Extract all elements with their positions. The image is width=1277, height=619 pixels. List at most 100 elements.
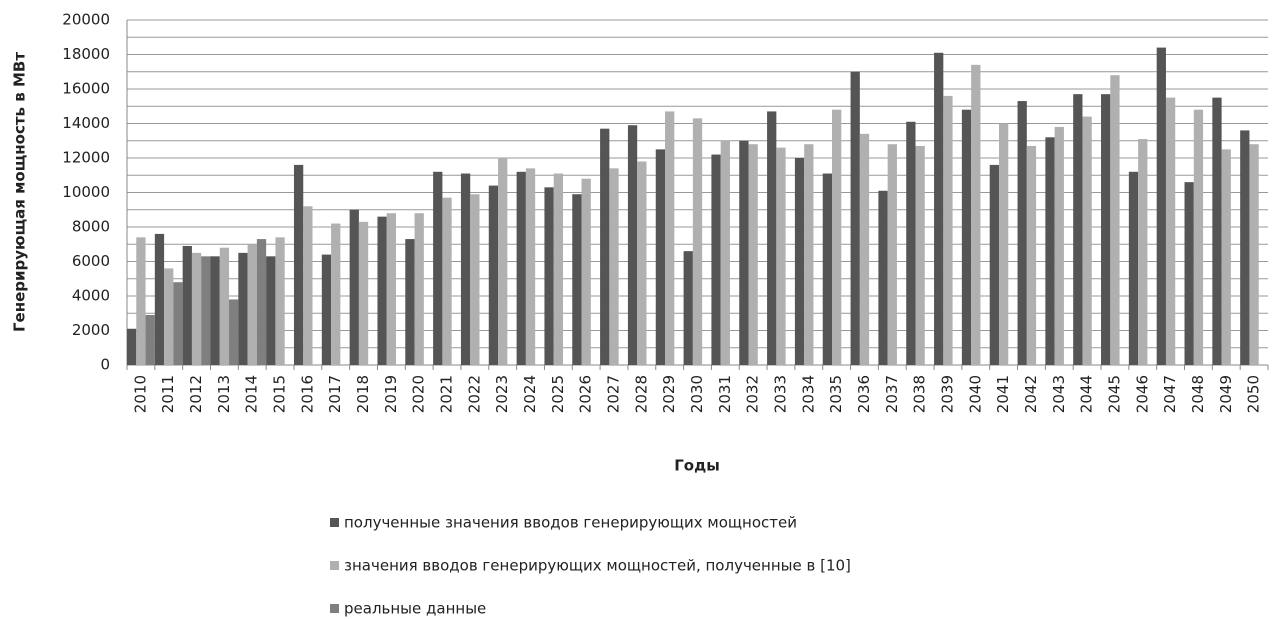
- x-tick-label: 2042: [1022, 375, 1040, 413]
- x-tick-label: 2028: [632, 375, 650, 413]
- bar: [915, 145, 925, 365]
- bar: [405, 239, 415, 365]
- x-tick-label: 2011: [159, 375, 177, 413]
- x-tick-label: 2050: [1245, 375, 1263, 413]
- bar: [850, 71, 860, 365]
- bar: [256, 239, 267, 365]
- bar: [609, 168, 619, 365]
- bar: [1212, 97, 1222, 365]
- x-tick-label: 2029: [660, 375, 678, 413]
- x-tick-label: 2035: [827, 375, 845, 413]
- x-tick-label: 2045: [1105, 375, 1123, 413]
- x-tick-label: 2048: [1189, 375, 1207, 413]
- x-tick-label: 2027: [605, 375, 623, 413]
- bar: [859, 133, 870, 365]
- bar: [1017, 101, 1027, 365]
- bar: [442, 197, 452, 365]
- y-tick-label: 8000: [72, 218, 110, 236]
- bar: [943, 95, 953, 366]
- x-tick-label: 2034: [799, 375, 817, 413]
- y-tick-label: 6000: [72, 252, 110, 270]
- x-tick-label: 2013: [215, 375, 233, 413]
- x-tick-label: 2017: [326, 375, 344, 413]
- x-tick-label: 2019: [382, 375, 400, 413]
- bar: [998, 123, 1009, 365]
- bar: [164, 268, 174, 365]
- bar: [637, 161, 647, 365]
- y-tick-label: 16000: [62, 80, 110, 98]
- bar: [127, 328, 137, 365]
- bar: [989, 164, 999, 365]
- bar: [627, 125, 638, 365]
- bar: [748, 144, 758, 365]
- bar: [544, 187, 554, 365]
- bar: [1110, 75, 1120, 365]
- bar: [219, 247, 230, 365]
- x-tick-label: 2047: [1161, 375, 1179, 413]
- legend-label: полученные значения вводов генерирующих …: [344, 514, 797, 532]
- bar: [1026, 145, 1037, 365]
- bar: [349, 209, 359, 365]
- x-tick-label: 2049: [1217, 375, 1235, 413]
- bar: [414, 213, 424, 365]
- bar: [1082, 116, 1092, 365]
- bar: [229, 299, 239, 365]
- bar: [1165, 97, 1176, 365]
- bar: [238, 252, 248, 365]
- bar: [331, 223, 341, 365]
- bar: [1128, 171, 1139, 365]
- x-tick-label: 2039: [938, 375, 956, 413]
- bar: [600, 128, 610, 365]
- x-tick-label: 2023: [493, 375, 511, 413]
- x-tick-label: 2038: [911, 375, 929, 413]
- bar: [822, 173, 833, 365]
- bar: [581, 178, 591, 365]
- bar: [878, 190, 888, 365]
- legend-label: реальные данные: [344, 600, 486, 618]
- bar: [470, 194, 480, 365]
- bar: [720, 140, 730, 365]
- bar: [711, 154, 721, 365]
- bar: [321, 254, 332, 365]
- x-tick-label: 2022: [465, 375, 483, 413]
- bar: [971, 64, 981, 365]
- legend-swatch: [330, 518, 339, 527]
- bar: [572, 194, 582, 365]
- bar: [293, 164, 304, 365]
- bar: [275, 237, 285, 365]
- x-tick-label: 2046: [1133, 375, 1151, 413]
- x-tick-label: 2018: [354, 375, 372, 413]
- bar: [655, 149, 666, 365]
- bar: [488, 185, 499, 365]
- bar: [794, 158, 805, 365]
- bar: [776, 147, 786, 365]
- bar: [934, 52, 944, 366]
- x-tick-label: 2016: [298, 375, 316, 413]
- bar: [665, 111, 675, 365]
- bar: [887, 144, 897, 365]
- x-tick-label: 2043: [1050, 375, 1068, 413]
- bar: [683, 251, 693, 365]
- y-tick-label: 12000: [62, 149, 110, 167]
- bar: [145, 314, 155, 365]
- x-tick-label: 2040: [966, 375, 984, 413]
- x-tick-label: 2026: [577, 375, 595, 413]
- x-tick-label: 2010: [131, 375, 149, 413]
- bar: [739, 140, 749, 365]
- y-tick-label: 2000: [72, 321, 110, 339]
- x-tick-label: 2033: [771, 375, 789, 413]
- bar: [266, 256, 276, 365]
- bar: [516, 171, 526, 365]
- legend-label: значения вводов генерирующих мощностей, …: [344, 557, 851, 575]
- bar: [1184, 182, 1194, 365]
- x-tick-label: 2031: [716, 375, 734, 413]
- bar: [1193, 109, 1204, 365]
- bar: [1156, 47, 1166, 365]
- bar: [692, 118, 703, 365]
- x-tick-label: 2021: [438, 375, 456, 413]
- bar: [525, 168, 536, 365]
- x-tick-label: 2032: [744, 375, 762, 413]
- bar: [460, 173, 471, 365]
- y-tick-label: 20000: [62, 11, 110, 29]
- y-axis-label: Генерирующая мощность в МВт: [11, 52, 29, 332]
